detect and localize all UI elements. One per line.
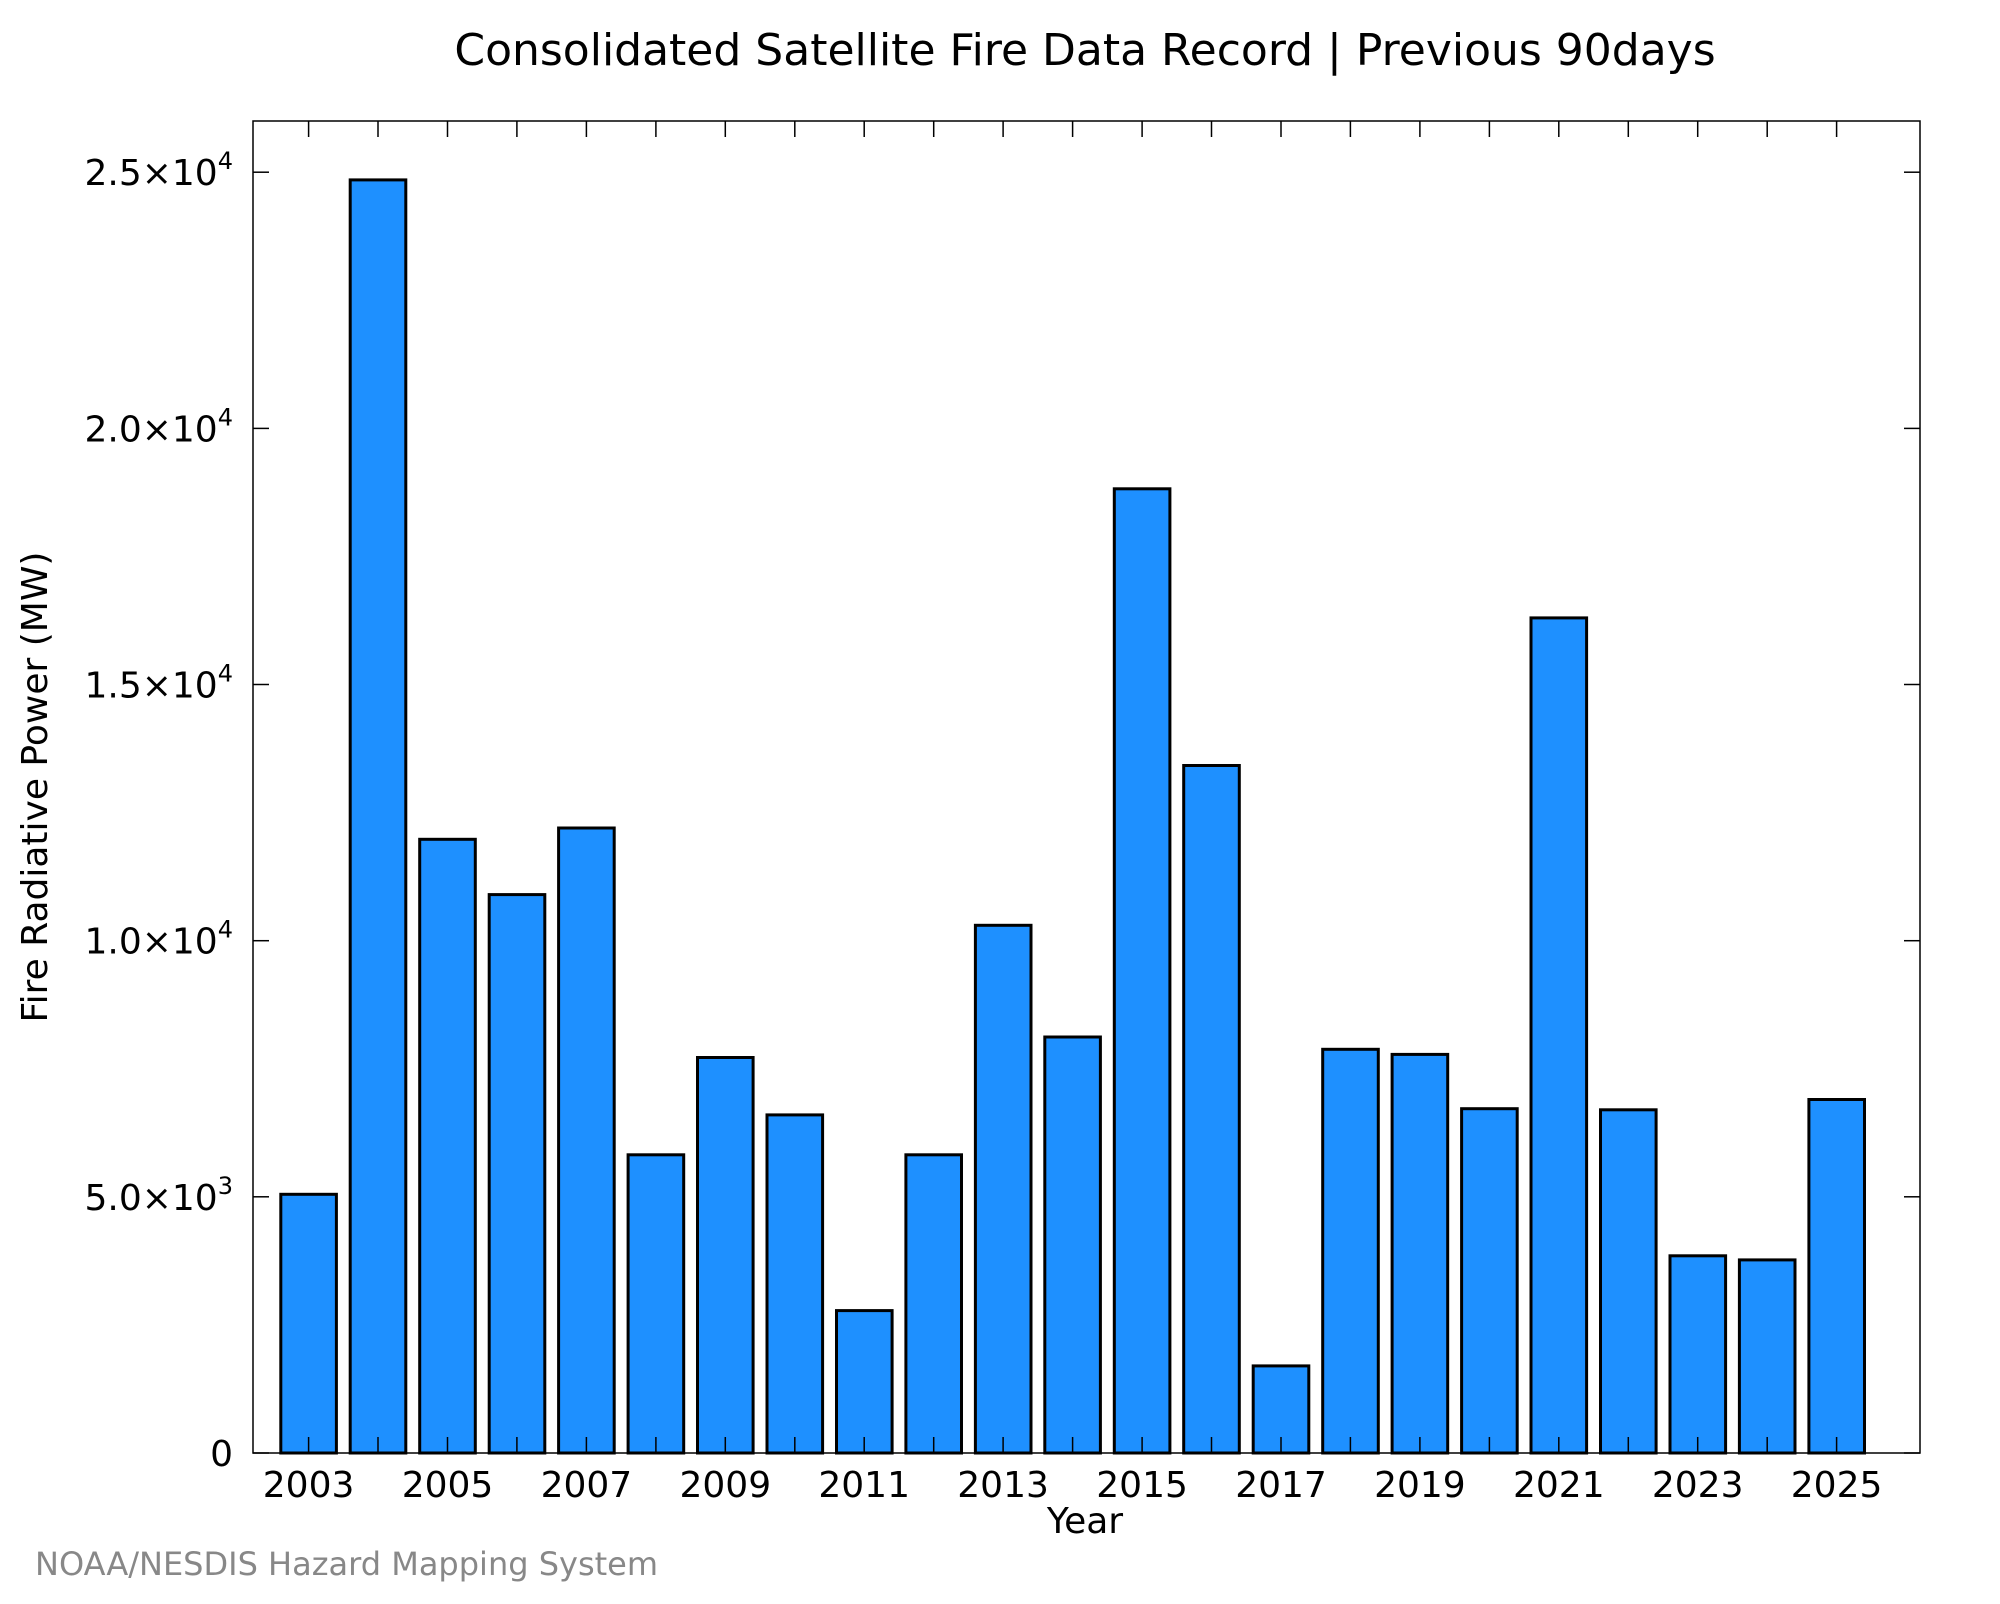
bar-2011 [835,1309,894,1455]
bar-2022 [1599,1108,1658,1455]
plot-frame [252,120,1921,1454]
x-tick-label-2003: 2003 [263,1465,355,1506]
bar-2010 [765,1113,825,1455]
x-tick-label-2017: 2017 [1235,1465,1327,1506]
y-tick-labels: 0 5.0×103 1.0×104 1.5×104 2.0×104 2.5×104 [84,147,233,1475]
x-tick-label-2021: 2021 [1513,1465,1605,1506]
x-tick-label-2005: 2005 [402,1465,494,1506]
chart-title: Consolidated Satellite Fire Data Record … [454,25,1715,76]
bar-2013 [973,923,1033,1455]
bar-2019 [1390,1052,1450,1455]
bar-2024 [1737,1258,1797,1455]
x-tick-label-2009: 2009 [679,1465,771,1506]
y-tick-label-0: 0 [210,1434,233,1475]
bar-2020 [1460,1107,1519,1455]
y-axis-title: Fire Radiative Power (MW) [15,552,56,1023]
bar-2007 [557,826,616,1455]
ticks-layer [253,121,1920,1454]
x-tick-label-2023: 2023 [1652,1465,1744,1506]
bar-2016 [1182,764,1241,1455]
bar-2025 [1807,1098,1867,1455]
bar-2018 [1321,1047,1380,1455]
bar-2009 [696,1056,755,1455]
bar-2012 [904,1153,964,1455]
bar-2005 [418,837,477,1455]
y-tick-label-25000: 2.5×104 [84,147,233,194]
bar-2008 [626,1153,686,1455]
y-tick-label-20000: 2.0×104 [84,403,233,450]
bar-2006 [487,893,547,1455]
bar-2023 [1668,1254,1728,1455]
bar-2003 [279,1192,338,1455]
bar-2015 [1112,487,1172,1455]
x-axis-title: Year [1046,1501,1123,1542]
x-tick-label-2011: 2011 [818,1465,910,1506]
y-tick-label-15000: 1.5×104 [84,660,233,707]
bar-2004 [348,178,408,1455]
y-tick-label-10000: 1.0×104 [84,916,233,963]
x-tick-label-2025: 2025 [1791,1465,1883,1506]
y-tick-label-5000: 5.0×103 [84,1172,233,1219]
bar-2014 [1043,1035,1102,1455]
x-tick-label-2007: 2007 [541,1465,633,1506]
x-tick-label-2019: 2019 [1374,1465,1466,1506]
x-tick-labels: 2003 2005 2007 2009 2011 2013 2015 2017 2019 2021… [263,1465,1883,1506]
bars-layer [279,178,1867,1455]
x-tick-label-2015: 2015 [1096,1465,1188,1506]
source-credit: NOAA/NESDIS Hazard Mapping System [35,1545,658,1583]
x-tick-label-2013: 2013 [957,1465,1049,1506]
bar-2021 [1529,616,1589,1455]
